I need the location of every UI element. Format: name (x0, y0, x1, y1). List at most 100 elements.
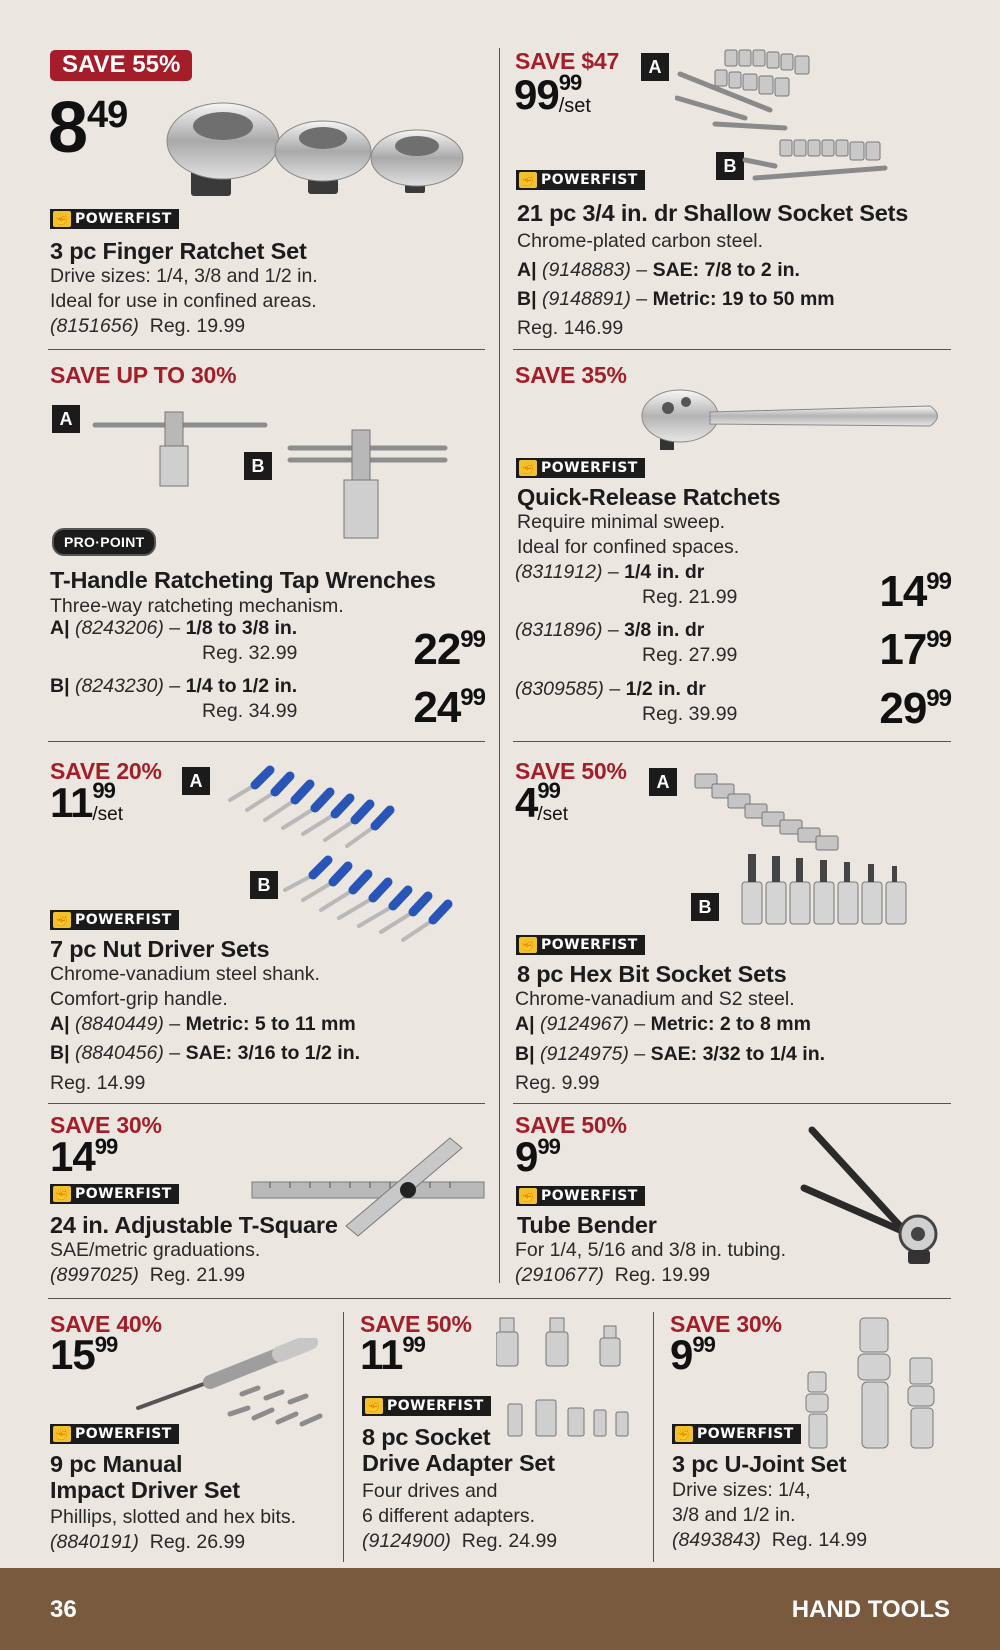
fist-icon: ✊ (53, 912, 71, 928)
variant-label-b: B (244, 452, 272, 480)
product-title: 3 pc Finger Ratchet Set (50, 238, 307, 264)
powerfist-logo: ✊ POWERFIST (50, 1424, 179, 1444)
product-title: 8 pc Socket Drive Adapter Set (362, 1424, 555, 1477)
powerfist-logo: ✊ POWERFIST (50, 1184, 179, 1204)
variant-b-row: B| (8243230) – 1/4 to 1/2 in. Reg. 34.99… (50, 675, 486, 732)
price: 999 (515, 1133, 561, 1180)
row-divider (513, 1103, 951, 1104)
product-title: 7 pc Nut Driver Sets (50, 936, 270, 962)
fist-icon: ✊ (53, 211, 71, 227)
variant-a-row: A| (8243206) – 1/8 to 3/8 in. Reg. 32.99… (50, 617, 486, 674)
fist-icon: ✊ (519, 172, 537, 188)
column-divider (653, 1312, 654, 1562)
variant-label-b: B (691, 893, 719, 921)
save-badge: SAVE 40% (50, 1311, 162, 1337)
price: 1799 (879, 625, 952, 674)
product-description: Phillips, slotted and hex bits. (8840191… (50, 1506, 297, 1553)
fist-icon: ✊ (53, 1426, 71, 1442)
save-badge: SAVE UP TO 30% (50, 362, 237, 388)
price: 1499 (50, 1133, 118, 1180)
t-square-image (251, 1137, 485, 1237)
product-title: 9 pc Manual Impact Driver Set (50, 1451, 240, 1504)
variant-label-a: A (649, 768, 677, 796)
price: 2299 (413, 625, 486, 674)
nut-driver-image (228, 765, 453, 942)
variant-label-b: B (250, 871, 278, 899)
sku: (2910677) (515, 1263, 604, 1286)
finger-ratchet-image (166, 102, 464, 196)
regular-price: Reg. 9.99 (515, 1072, 600, 1095)
powerfist-logo: ✊ POWERFIST (362, 1396, 491, 1416)
regular-price: Reg. 39.99 (642, 702, 738, 725)
fist-icon: ✊ (519, 460, 537, 476)
socket-set-image (675, 49, 888, 181)
column-divider (499, 48, 500, 1283)
product-description: Four drives and 6 different adapters. (9… (362, 1480, 558, 1552)
product-description: Chrome-plated carbon steel. A| (9148883)… (517, 227, 835, 342)
powerfist-logo: ✊ POWERFIST (672, 1424, 801, 1444)
save-badge: SAVE 30% (670, 1311, 782, 1337)
ratchet-image (641, 389, 938, 450)
propoint-logo: PRO·POINT (52, 528, 157, 556)
product-description: SAE/metric graduations. (8997025) Reg. 2… (50, 1239, 261, 1286)
product-description: Chrome-vanadium and S2 steel. A| (912496… (515, 988, 826, 1095)
regular-price: Reg. 34.99 (202, 699, 298, 722)
ratchet-variant-row: (8309585) – 1/2 in. dr Reg. 39.99 2999 (515, 678, 952, 733)
tube-bender-image (800, 1126, 938, 1264)
powerfist-logo: ✊ POWERFIST (516, 935, 645, 955)
row-divider (48, 349, 485, 350)
regular-price: Reg. 14.99 (50, 1072, 146, 1094)
price: 2499 (413, 683, 486, 732)
product-title: 3 pc U-Joint Set (672, 1451, 847, 1477)
tap-wrench-image (92, 411, 448, 539)
row-divider (48, 741, 485, 742)
fist-icon: ✊ (365, 1398, 383, 1414)
save-badge: SAVE 20% (50, 758, 162, 784)
regular-price: Reg. 21.99 (642, 585, 738, 608)
product-title: 24 in. Adjustable T-Square (50, 1212, 338, 1238)
sku: (8151656) (50, 314, 139, 337)
u-joint-image (805, 1317, 935, 1449)
save-badge: SAVE 50% (360, 1311, 472, 1337)
row-divider (48, 1298, 951, 1299)
regular-price: Reg. 19.99 (614, 1263, 711, 1286)
save-badge: SAVE 35% (515, 362, 627, 388)
powerfist-logo: ✊ POWERFIST (516, 458, 645, 478)
powerfist-logo: ✊ POWERFIST (50, 910, 179, 930)
product-title: 21 pc 3/4 in. dr Shallow Socket Sets (517, 200, 909, 226)
save-badge: SAVE $47 (515, 48, 620, 74)
product-description: Drive sizes: 1/4, 3/8 and 1/2 in. (84938… (672, 1479, 868, 1551)
save-badge: SAVE 50% (515, 758, 627, 784)
page-footer: 36 HAND TOOLS (0, 1568, 1000, 1650)
column-divider (343, 1312, 344, 1562)
sku: (8493843) (672, 1528, 761, 1551)
product-title: 8 pc Hex Bit Socket Sets (517, 961, 787, 987)
price: 1199/set (50, 778, 124, 826)
save-badge: SAVE 30% (50, 1112, 162, 1138)
row-divider (48, 1103, 485, 1104)
regular-price: Reg. 21.99 (149, 1263, 246, 1286)
price: 849 (48, 88, 128, 168)
fist-icon: ✊ (675, 1426, 693, 1442)
price: 999 (670, 1331, 716, 1378)
variant-label-a: A (182, 767, 210, 795)
variant-label-a: A (52, 405, 80, 433)
powerfist-logo: ✊ POWERFIST (50, 209, 179, 229)
regular-price: Reg. 32.99 (202, 641, 298, 664)
price: 1599 (50, 1331, 118, 1378)
regular-price: Reg. 146.99 (517, 316, 624, 339)
fist-icon: ✊ (519, 937, 537, 953)
product-title: Quick-Release Ratchets (517, 484, 781, 510)
adapter-set-image (496, 1317, 629, 1437)
hex-bit-socket-image (694, 773, 907, 925)
price: 499/set (515, 778, 568, 826)
powerfist-logo: ✊ POWERFIST (516, 170, 645, 190)
product-description: Chrome-vanadium steel shank. Comfort-gri… (50, 963, 361, 1094)
save-badge: SAVE 50% (515, 1112, 627, 1138)
product-title: Tube Bender (517, 1212, 657, 1238)
fist-icon: ✊ (519, 1188, 537, 1204)
price: 1499 (879, 567, 952, 616)
save-badge: SAVE 55% (50, 50, 193, 81)
sku: (8997025) (50, 1263, 139, 1286)
regular-price: Reg. 27.99 (642, 643, 738, 666)
